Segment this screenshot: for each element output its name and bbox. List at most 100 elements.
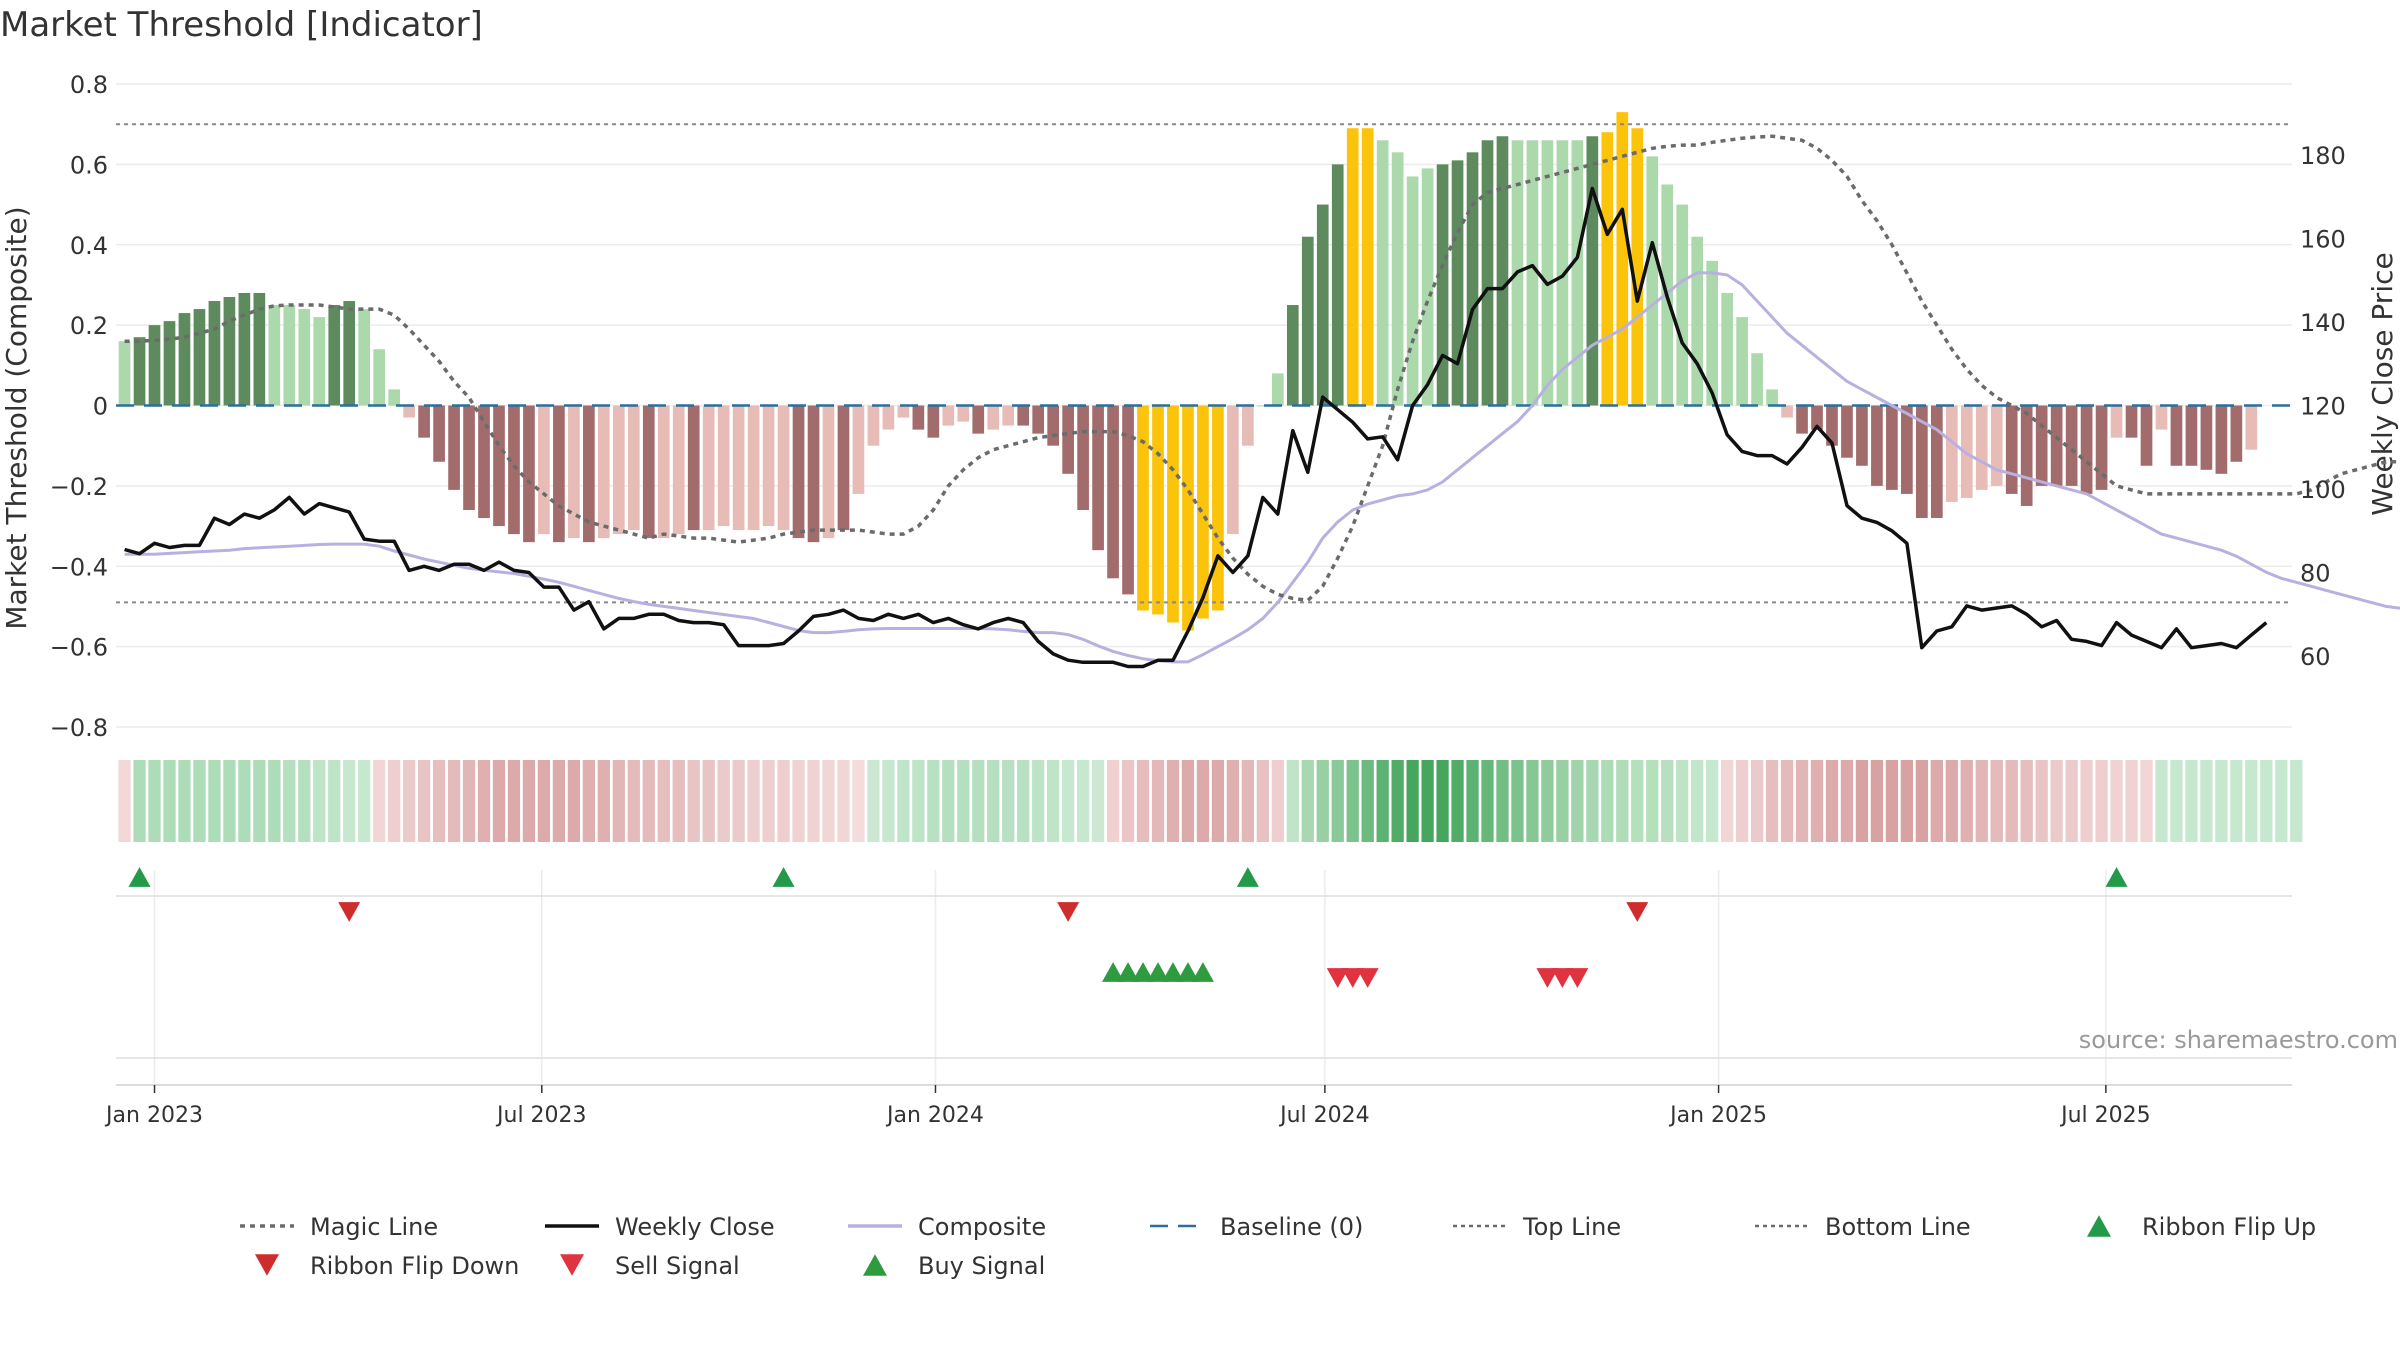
ribbon-cell bbox=[1975, 760, 1988, 842]
legend-label: Ribbon Flip Up bbox=[2142, 1213, 2316, 1241]
legend-label: Buy Signal bbox=[918, 1252, 1045, 1280]
composite-bar bbox=[403, 405, 415, 418]
ribbon-cell bbox=[2245, 760, 2258, 842]
ribbon-cell bbox=[1631, 760, 1644, 842]
ribbon-cell bbox=[2095, 760, 2108, 842]
ribbon-cell bbox=[1900, 760, 1914, 842]
composite-bar bbox=[163, 321, 176, 406]
composite-bar bbox=[388, 389, 400, 406]
y-tick-label: 0.6 bbox=[70, 151, 108, 179]
composite-bar bbox=[747, 405, 760, 531]
legend-swatch bbox=[255, 1254, 279, 1276]
x-axis-ticks: Jan 2023 Jul 2023 Jan 2024 Jul 2024 Jan 2025… bbox=[104, 1085, 2151, 1128]
composite-bar bbox=[118, 341, 131, 406]
ribbon-cell bbox=[148, 760, 161, 842]
ribbon-cell bbox=[1421, 760, 1434, 842]
ribbon-cell bbox=[1526, 760, 1539, 842]
ribbon-cell bbox=[522, 760, 536, 842]
composite-bar bbox=[1017, 405, 1030, 426]
composite-bar bbox=[1886, 405, 1898, 490]
ribbon-cell bbox=[582, 760, 595, 842]
ribbon-cell bbox=[1091, 760, 1105, 842]
ribbon-cell bbox=[687, 760, 700, 842]
composite-bar bbox=[1960, 405, 1973, 498]
ribbon-cell bbox=[2215, 760, 2228, 842]
composite-bar bbox=[1541, 140, 1554, 406]
ribbon-cell bbox=[1840, 760, 1854, 842]
ribbon-cell bbox=[1181, 760, 1195, 842]
y2-tick-label: 180 bbox=[2300, 142, 2346, 170]
composite-bar bbox=[1047, 405, 1059, 446]
composite-bar bbox=[1122, 405, 1134, 595]
ribbon-cell bbox=[1301, 760, 1314, 842]
ribbon-cell bbox=[2080, 760, 2093, 842]
composite-bar bbox=[448, 405, 460, 490]
ribbon-cell bbox=[1121, 760, 1135, 842]
composite-bar bbox=[2170, 405, 2183, 466]
composite-bar bbox=[583, 405, 595, 543]
ribbon-cell bbox=[1481, 760, 1494, 842]
composite-bar bbox=[1706, 260, 1719, 406]
composite-bar bbox=[1916, 405, 1928, 519]
ribbon-cell bbox=[328, 760, 341, 842]
y2-tick-label: 120 bbox=[2300, 393, 2346, 421]
ribbon-cell bbox=[732, 760, 745, 842]
ribbon-cell bbox=[2260, 760, 2273, 842]
composite-bar bbox=[2095, 405, 2108, 490]
ribbon-cell bbox=[1241, 760, 1255, 842]
y-tick-label: 0.8 bbox=[70, 71, 108, 99]
ribbon-cell bbox=[642, 760, 655, 842]
composite-bar bbox=[133, 337, 146, 406]
ribbon-cell bbox=[1017, 760, 1030, 842]
sell-signal-marker bbox=[1326, 968, 1349, 988]
composite-bar bbox=[1571, 140, 1584, 406]
ribbon-cell bbox=[867, 760, 880, 842]
composite-bar bbox=[1391, 152, 1404, 406]
composite-bar bbox=[343, 301, 356, 406]
buy-signal-marker bbox=[1176, 962, 1199, 982]
ribbon-cell bbox=[1151, 760, 1165, 842]
signal-markers bbox=[128, 867, 2128, 1276]
ribbon-cell bbox=[2155, 760, 2168, 842]
ribbon-cell bbox=[2020, 760, 2033, 842]
ribbon-cell bbox=[792, 760, 805, 842]
composite-bar bbox=[1526, 140, 1539, 406]
magic-line-line bbox=[124, 134, 2400, 603]
composite-bar bbox=[1766, 389, 1778, 406]
composite-bar bbox=[1481, 140, 1494, 406]
composite-bar bbox=[1406, 176, 1419, 406]
legend-label: Weekly Close bbox=[615, 1213, 775, 1241]
composite-bar bbox=[912, 405, 925, 430]
composite-bar bbox=[2185, 405, 2198, 466]
composite-bar bbox=[1496, 136, 1509, 406]
composite-bar bbox=[2125, 405, 2138, 438]
y-tick-label: 0.2 bbox=[70, 312, 108, 340]
ribbon-flip-up-marker bbox=[128, 867, 151, 887]
chart-title: Market Threshold [Indicator] bbox=[0, 5, 483, 45]
composite-bar bbox=[2080, 405, 2093, 494]
buy-signal-marker bbox=[1102, 962, 1125, 982]
composite-bar bbox=[1856, 405, 1868, 466]
ribbon-cell bbox=[1346, 760, 1359, 842]
y-tick-label: −0.4 bbox=[50, 553, 108, 581]
ribbon-cell bbox=[1211, 760, 1225, 842]
composite-bar bbox=[418, 405, 430, 438]
composite-bar bbox=[463, 405, 475, 510]
composite-bar bbox=[822, 405, 835, 539]
composite-bar bbox=[612, 405, 625, 535]
composite-bar bbox=[2200, 405, 2213, 470]
ribbon-cell bbox=[882, 760, 895, 842]
composite-bar bbox=[897, 405, 910, 418]
ribbon-cell bbox=[1047, 760, 1060, 842]
ribbon-cell bbox=[1556, 760, 1569, 842]
y-axis-ticks: 0.8 0.6 0.4 0.2 0 −0.2 −0.4 −0.6 −0.8 bbox=[50, 71, 108, 742]
ribbon-cell bbox=[2230, 760, 2243, 842]
ribbon-cell bbox=[942, 760, 955, 842]
ribbon-cell bbox=[1061, 760, 1075, 842]
legend-label: Composite bbox=[918, 1213, 1046, 1241]
buy-signal-marker bbox=[1161, 962, 1184, 982]
ribbon-cell bbox=[1571, 760, 1584, 842]
ribbon-cell bbox=[2200, 760, 2213, 842]
ribbon-cell bbox=[313, 760, 326, 842]
x-tick-label: Jul 2024 bbox=[1278, 1103, 1370, 1128]
